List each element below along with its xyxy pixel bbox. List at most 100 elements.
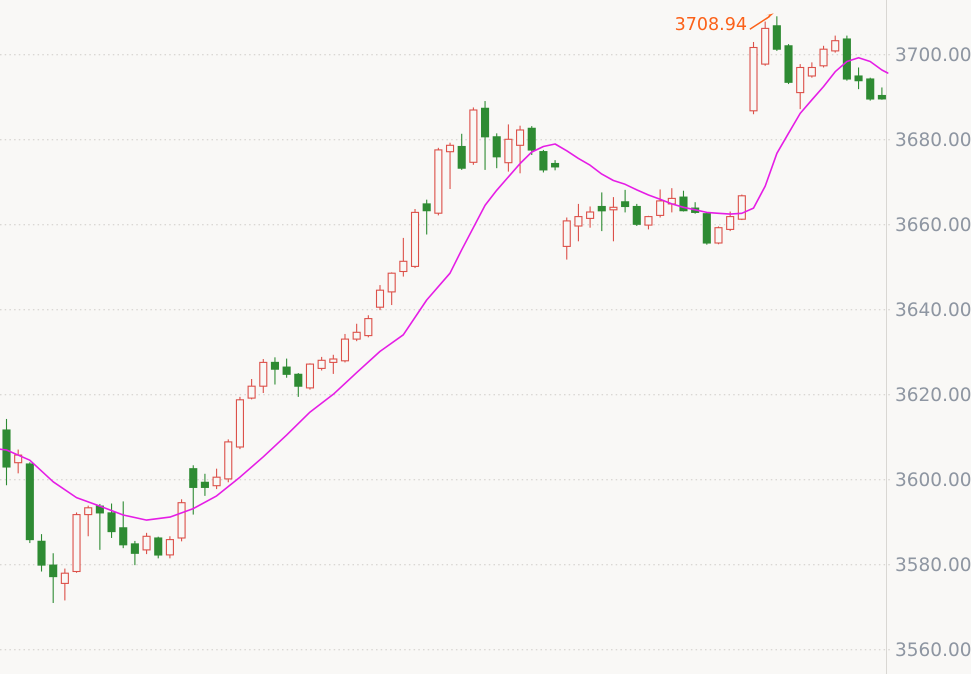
candle-body [434, 149, 443, 214]
candle-body [516, 129, 525, 146]
candle-body [457, 145, 466, 169]
candle-body [25, 463, 34, 541]
candle-down [422, 199, 431, 235]
candle-down [539, 149, 548, 173]
candle-up [165, 536, 174, 559]
annotation-arrow-shaft [749, 15, 771, 30]
candle-down [866, 77, 875, 101]
y-axis-label: 3660.00 [895, 215, 971, 236]
candle-body [621, 201, 630, 208]
candle-body [130, 543, 139, 554]
candle-up [340, 333, 350, 363]
candle-up [329, 354, 338, 374]
candle-down [189, 465, 198, 515]
candle-body [854, 75, 863, 82]
candle-up [469, 107, 478, 165]
candle-up [247, 379, 256, 400]
candle-down [527, 126, 536, 156]
candle-up [14, 449, 23, 474]
candle-body [282, 366, 291, 375]
candle-body [270, 361, 280, 370]
candle-up [235, 396, 244, 450]
candle-body [387, 272, 396, 293]
candle-up [562, 217, 571, 260]
candle-down [842, 35, 851, 81]
candle-body [189, 468, 198, 488]
candle-down [107, 503, 116, 538]
candle-up [72, 512, 81, 573]
candle-body [784, 45, 793, 83]
y-axis-label: 3700.00 [895, 45, 971, 66]
candle-body [142, 535, 151, 551]
candle-body [399, 260, 408, 273]
candle-down [691, 202, 700, 214]
candle-up [375, 285, 385, 311]
candle-body [551, 162, 560, 168]
candle-body [375, 289, 385, 308]
candle-down [457, 133, 466, 170]
candle-body [177, 502, 186, 539]
candle-body [72, 514, 81, 573]
candle-down [621, 189, 630, 213]
candle-body [2, 429, 11, 468]
candle-up [609, 197, 618, 242]
candle-body [656, 200, 665, 216]
candle-body [714, 227, 723, 244]
candle-body [644, 216, 653, 226]
candle-down [784, 44, 793, 85]
candle-up [352, 323, 361, 342]
candle-body [761, 27, 770, 65]
candle-up [667, 188, 676, 213]
candle-up [84, 505, 93, 537]
candle-body [749, 46, 758, 112]
candle-body [807, 66, 816, 77]
candle-down [130, 540, 139, 566]
candle-down [551, 160, 560, 171]
candle-up [305, 363, 315, 390]
candle-down [270, 357, 280, 385]
y-axis-label: 3640.00 [895, 300, 971, 321]
candle-up [445, 142, 455, 190]
candle-up [644, 215, 653, 230]
candle-body [340, 338, 350, 362]
candle-up [177, 499, 186, 542]
candle-body [259, 361, 268, 387]
candle-up [364, 315, 373, 338]
candle-body [702, 213, 711, 244]
candle-body [49, 564, 58, 578]
candle-up [317, 356, 326, 371]
candle-body [586, 211, 595, 219]
candle-down [119, 501, 128, 549]
candle-down [95, 503, 104, 550]
candle-up [212, 468, 221, 490]
candle-down [154, 536, 163, 559]
candle-up [224, 439, 233, 483]
candle-body [352, 331, 361, 340]
candle-down [702, 212, 711, 245]
candle-down [49, 553, 58, 603]
candle-up [387, 272, 396, 306]
candle-body [60, 572, 69, 584]
candle-up [831, 35, 840, 53]
candle-body [119, 527, 128, 546]
candle-body [726, 216, 735, 230]
annotation-arrow-head [764, 13, 774, 20]
y-axis-label: 3560.00 [895, 640, 971, 661]
moving-average-line [0, 56, 889, 521]
candle-body [796, 66, 805, 94]
candle-down [37, 534, 46, 572]
candle-body [294, 373, 303, 387]
candle-body [305, 363, 315, 389]
candle-up [656, 189, 665, 218]
candle-down [632, 203, 641, 226]
candle-body [866, 78, 875, 100]
candle-body [877, 94, 886, 100]
candle-body [329, 358, 338, 363]
candle-body [831, 40, 840, 52]
candle-up [60, 568, 69, 601]
candle-up [516, 125, 525, 174]
candle-body [445, 144, 455, 153]
candle-body [200, 481, 209, 488]
candle-up [259, 359, 268, 394]
